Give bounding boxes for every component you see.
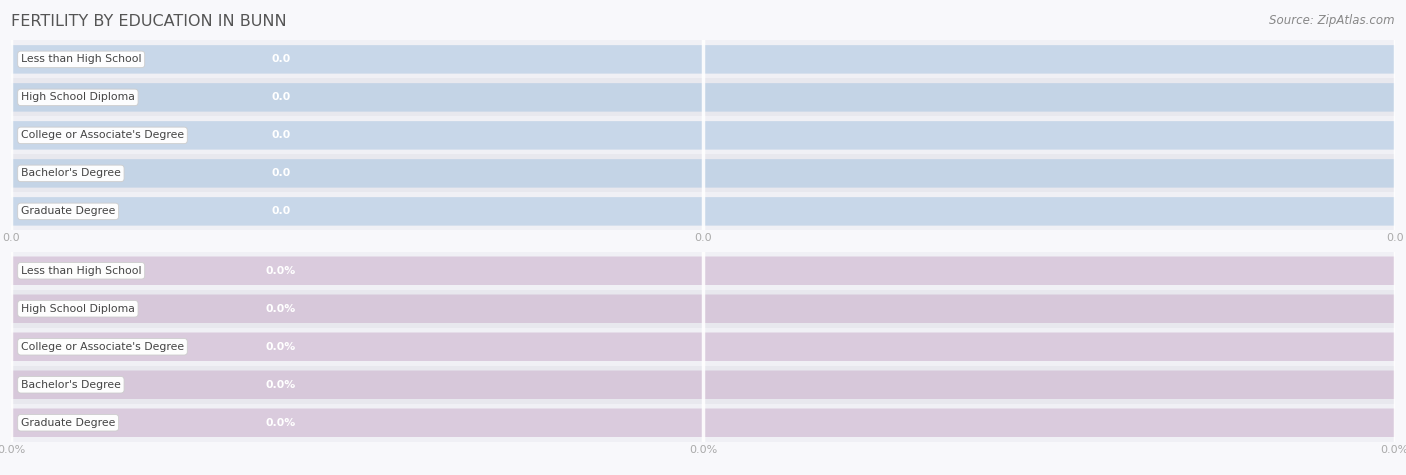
- Text: Graduate Degree: Graduate Degree: [21, 418, 115, 428]
- Text: 0.0: 0.0: [271, 92, 291, 103]
- Text: Less than High School: Less than High School: [21, 266, 142, 276]
- Text: 0.0%: 0.0%: [266, 266, 297, 276]
- Text: High School Diploma: High School Diploma: [21, 92, 135, 103]
- Text: 0.0: 0.0: [271, 54, 291, 65]
- FancyBboxPatch shape: [11, 290, 1395, 328]
- FancyBboxPatch shape: [11, 40, 1395, 78]
- Text: Bachelor's Degree: Bachelor's Degree: [21, 380, 121, 390]
- FancyBboxPatch shape: [0, 45, 1406, 74]
- Text: Source: ZipAtlas.com: Source: ZipAtlas.com: [1270, 14, 1395, 27]
- FancyBboxPatch shape: [0, 294, 1406, 323]
- Text: 0.0: 0.0: [271, 130, 291, 141]
- FancyBboxPatch shape: [11, 116, 1395, 154]
- FancyBboxPatch shape: [11, 404, 1395, 442]
- Text: College or Associate's Degree: College or Associate's Degree: [21, 130, 184, 141]
- FancyBboxPatch shape: [0, 370, 1406, 399]
- FancyBboxPatch shape: [11, 328, 1395, 366]
- FancyBboxPatch shape: [0, 159, 1406, 188]
- Text: 0.0%: 0.0%: [266, 342, 297, 352]
- FancyBboxPatch shape: [0, 121, 1406, 150]
- FancyBboxPatch shape: [11, 252, 1395, 290]
- Text: College or Associate's Degree: College or Associate's Degree: [21, 342, 184, 352]
- Text: 0.0: 0.0: [271, 206, 291, 217]
- FancyBboxPatch shape: [11, 366, 1395, 404]
- Text: 0.0: 0.0: [271, 168, 291, 179]
- FancyBboxPatch shape: [11, 192, 1395, 230]
- FancyBboxPatch shape: [0, 256, 1406, 285]
- Text: 0.0%: 0.0%: [266, 380, 297, 390]
- Text: High School Diploma: High School Diploma: [21, 304, 135, 314]
- FancyBboxPatch shape: [0, 197, 1406, 226]
- FancyBboxPatch shape: [11, 78, 1395, 116]
- FancyBboxPatch shape: [0, 83, 1406, 112]
- Text: Graduate Degree: Graduate Degree: [21, 206, 115, 217]
- Text: 0.0%: 0.0%: [266, 418, 297, 428]
- Text: FERTILITY BY EDUCATION IN BUNN: FERTILITY BY EDUCATION IN BUNN: [11, 14, 287, 29]
- FancyBboxPatch shape: [11, 154, 1395, 192]
- FancyBboxPatch shape: [0, 408, 1406, 437]
- Text: Bachelor's Degree: Bachelor's Degree: [21, 168, 121, 179]
- FancyBboxPatch shape: [0, 332, 1406, 361]
- Text: 0.0%: 0.0%: [266, 304, 297, 314]
- Text: Less than High School: Less than High School: [21, 54, 142, 65]
